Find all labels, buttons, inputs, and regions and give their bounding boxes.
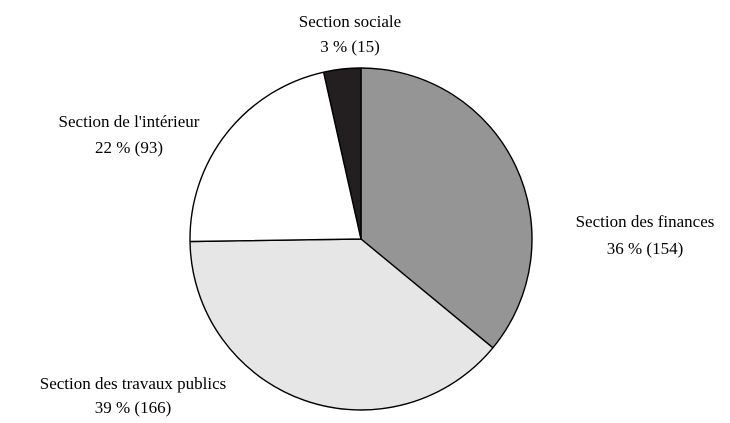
slice-label-travaux-publics: Section des travaux publics bbox=[40, 374, 227, 393]
pie-labels: Section des finances 36 % (154) Section … bbox=[40, 12, 715, 417]
slice-value-sociale: 3 % (15) bbox=[320, 37, 379, 56]
slice-label-sociale: Section sociale bbox=[299, 12, 401, 31]
slice-label-finances: Section des finances bbox=[576, 212, 715, 231]
slice-value-travaux-publics: 39 % (166) bbox=[95, 398, 171, 417]
pie-slices bbox=[189, 67, 533, 411]
slice-value-interieur: 22 % (93) bbox=[95, 138, 163, 157]
pie-slice-finances bbox=[360, 67, 533, 349]
pie-slice-travaux-publics bbox=[189, 238, 494, 411]
slice-label-interieur: Section de l'intérieur bbox=[59, 112, 200, 131]
pie-slice-interieur bbox=[189, 71, 362, 243]
pie-slice-sociale bbox=[322, 67, 362, 240]
slice-value-finances: 36 % (154) bbox=[607, 239, 683, 258]
